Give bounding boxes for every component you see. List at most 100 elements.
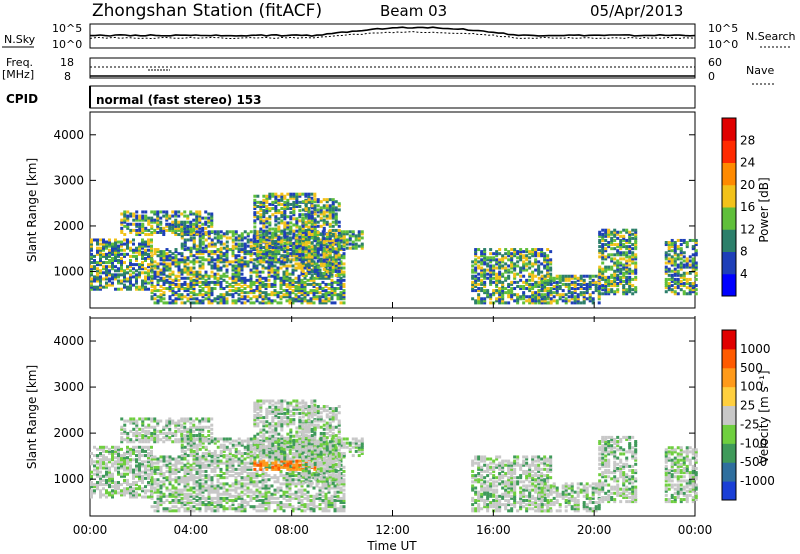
echo-cell — [300, 280, 304, 284]
echo-cell — [333, 280, 337, 284]
echo-cell — [634, 234, 638, 238]
echo-cell — [258, 276, 262, 280]
echo-cell — [183, 482, 187, 486]
echo-cell — [268, 227, 272, 231]
nave-label: Nave — [746, 64, 774, 77]
echo-cell — [558, 280, 562, 284]
echo-cell — [265, 260, 269, 264]
echo-cell — [99, 447, 102, 451]
echo-cell — [135, 214, 139, 218]
echo-cell — [537, 301, 541, 305]
echo-cell — [207, 291, 211, 295]
echo-cell — [273, 282, 277, 286]
echo-cell — [201, 236, 205, 240]
echo-cell — [129, 421, 133, 425]
echo-cell — [219, 287, 223, 291]
echo-cell — [297, 274, 301, 278]
echo-cell — [525, 295, 529, 299]
echo-cell — [291, 297, 295, 301]
echo-cell — [174, 488, 178, 492]
echo-cell — [243, 282, 247, 286]
echo-cell — [99, 248, 102, 252]
echo-cell — [486, 264, 490, 268]
echo-cell — [312, 297, 316, 301]
echo-cell — [174, 222, 178, 226]
echo-cell — [513, 272, 517, 276]
echo-cell — [259, 233, 263, 237]
echo-cell — [162, 272, 166, 276]
echo-cell — [231, 457, 235, 461]
echo-cell — [631, 255, 635, 259]
echo-cell — [286, 225, 290, 229]
echo-cell — [165, 434, 169, 438]
echo-cell — [114, 487, 117, 491]
echo-cell — [274, 239, 278, 243]
echo-cell — [186, 507, 190, 511]
echo-cell — [132, 212, 136, 216]
echo-cell — [180, 224, 184, 228]
echo-cell — [277, 250, 281, 254]
echo-cell — [189, 469, 193, 473]
echo-cell — [207, 417, 211, 421]
echo-cell — [322, 237, 326, 241]
echo-cell — [105, 462, 108, 466]
echo-cell — [498, 270, 502, 274]
echo-cell — [588, 280, 592, 284]
echo-cell — [607, 255, 611, 259]
echo-cell — [216, 484, 220, 488]
echo-cell — [546, 262, 550, 266]
echo-cell — [604, 265, 608, 269]
echo-cell — [313, 220, 317, 224]
echo-cell — [256, 254, 260, 258]
echo-cell — [276, 276, 280, 280]
echo-cell — [489, 266, 493, 270]
echo-cell — [267, 299, 271, 303]
echo-cell — [601, 275, 605, 279]
echo-cell — [225, 501, 229, 505]
echo-cell — [540, 282, 544, 286]
echo-cell — [186, 434, 190, 438]
echo-cell — [117, 252, 120, 256]
echo-cell — [117, 287, 120, 291]
echo-cell — [135, 423, 139, 427]
echo-cell — [219, 284, 223, 288]
echo-cell — [664, 265, 668, 269]
echo-cell — [207, 234, 211, 238]
echo-cell — [631, 269, 635, 273]
echo-cell — [289, 229, 293, 233]
echo-cell — [255, 284, 259, 288]
echo-cell — [528, 272, 532, 276]
echo-cell — [301, 218, 305, 222]
echo-cell — [189, 236, 193, 240]
echo-cell — [186, 230, 190, 234]
echo-cell — [474, 260, 478, 264]
echo-cell — [285, 276, 289, 280]
echo-cell — [483, 289, 487, 293]
echo-cell — [337, 263, 341, 267]
echo-cell — [336, 297, 340, 301]
echo-cell — [93, 472, 96, 476]
echo-cell — [216, 301, 220, 305]
echo-cell — [625, 251, 629, 255]
echo-cell — [93, 265, 96, 269]
echo-cell — [123, 481, 126, 485]
echo-cell — [210, 417, 214, 421]
echo-cell — [204, 507, 208, 511]
echo-cell — [688, 277, 692, 281]
echo-cell — [682, 275, 686, 279]
freq-label: Freq. — [6, 56, 33, 69]
echo-cell — [337, 245, 341, 249]
echo-cell — [685, 279, 689, 283]
echo-cell — [522, 266, 526, 270]
echo-cell — [301, 243, 305, 247]
echo-cell — [255, 299, 259, 303]
echo-cell — [616, 267, 620, 271]
echo-cell — [492, 293, 496, 297]
echo-cell — [265, 204, 269, 208]
echo-cell — [561, 293, 565, 297]
echo-cell — [207, 280, 211, 284]
echo-cell — [150, 472, 153, 476]
echo-cell — [204, 474, 208, 478]
echo-cell — [237, 244, 241, 248]
echo-cell — [231, 230, 235, 234]
